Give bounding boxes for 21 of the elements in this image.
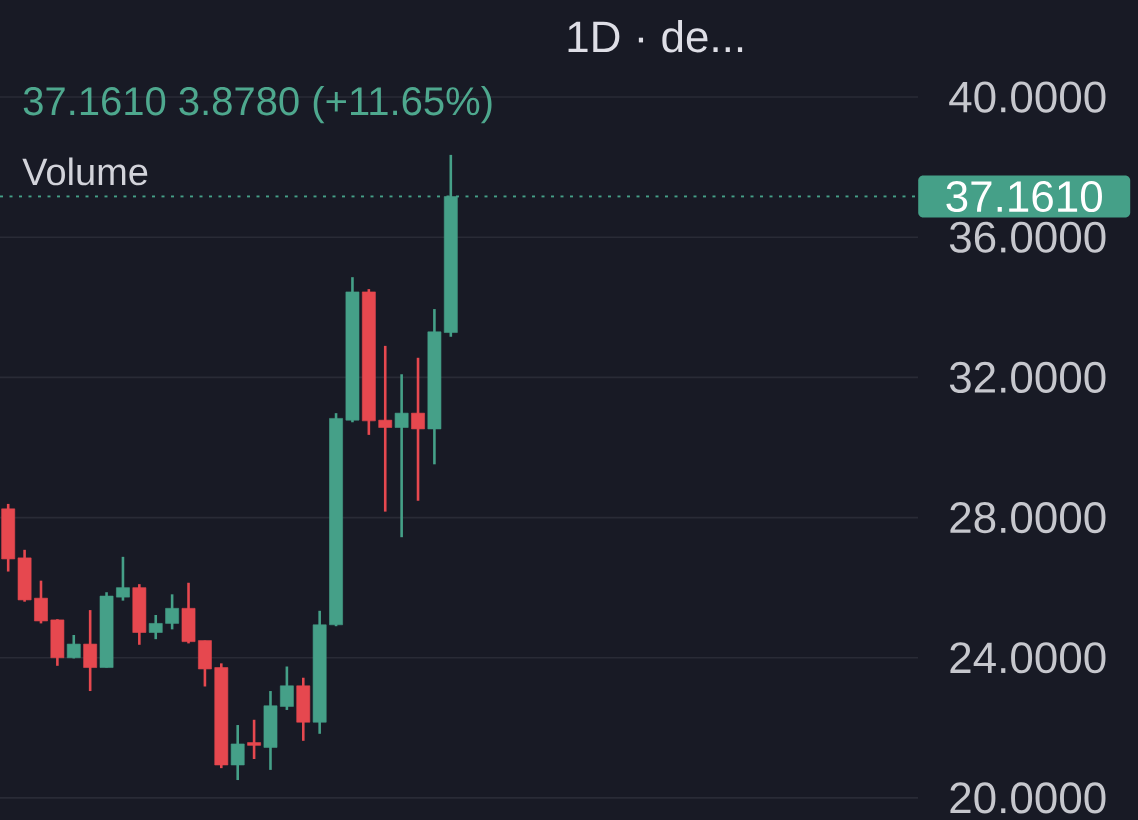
y-tick-label: 20.0000 xyxy=(950,782,1106,814)
y-tick-label: 40.0000 xyxy=(949,81,1106,113)
ref-line-label: 37.1610 xyxy=(946,180,1102,213)
candlestick xyxy=(148,613,163,641)
y-tick-label: 32.0000 xyxy=(949,361,1106,393)
annotation: Volume xyxy=(22,157,148,186)
candlestick xyxy=(411,356,425,503)
y-tick-label: 24.0000 xyxy=(950,642,1106,674)
y-tick-label: 36.0000 xyxy=(949,221,1106,253)
candlestick xyxy=(116,555,130,602)
candlestick xyxy=(247,718,261,761)
candlestick xyxy=(34,579,48,625)
chart-title: 1D · de... xyxy=(568,20,743,53)
candlestick xyxy=(378,344,393,513)
candlestick xyxy=(83,608,98,693)
text: 37.1610 3.8780 (+11.65%) xyxy=(23,86,492,124)
y-tick-label: 28.0000 xyxy=(950,502,1106,534)
candlestick xyxy=(394,372,409,539)
candlestick xyxy=(280,665,294,712)
candlestick xyxy=(165,593,179,631)
candlestick xyxy=(230,723,245,782)
